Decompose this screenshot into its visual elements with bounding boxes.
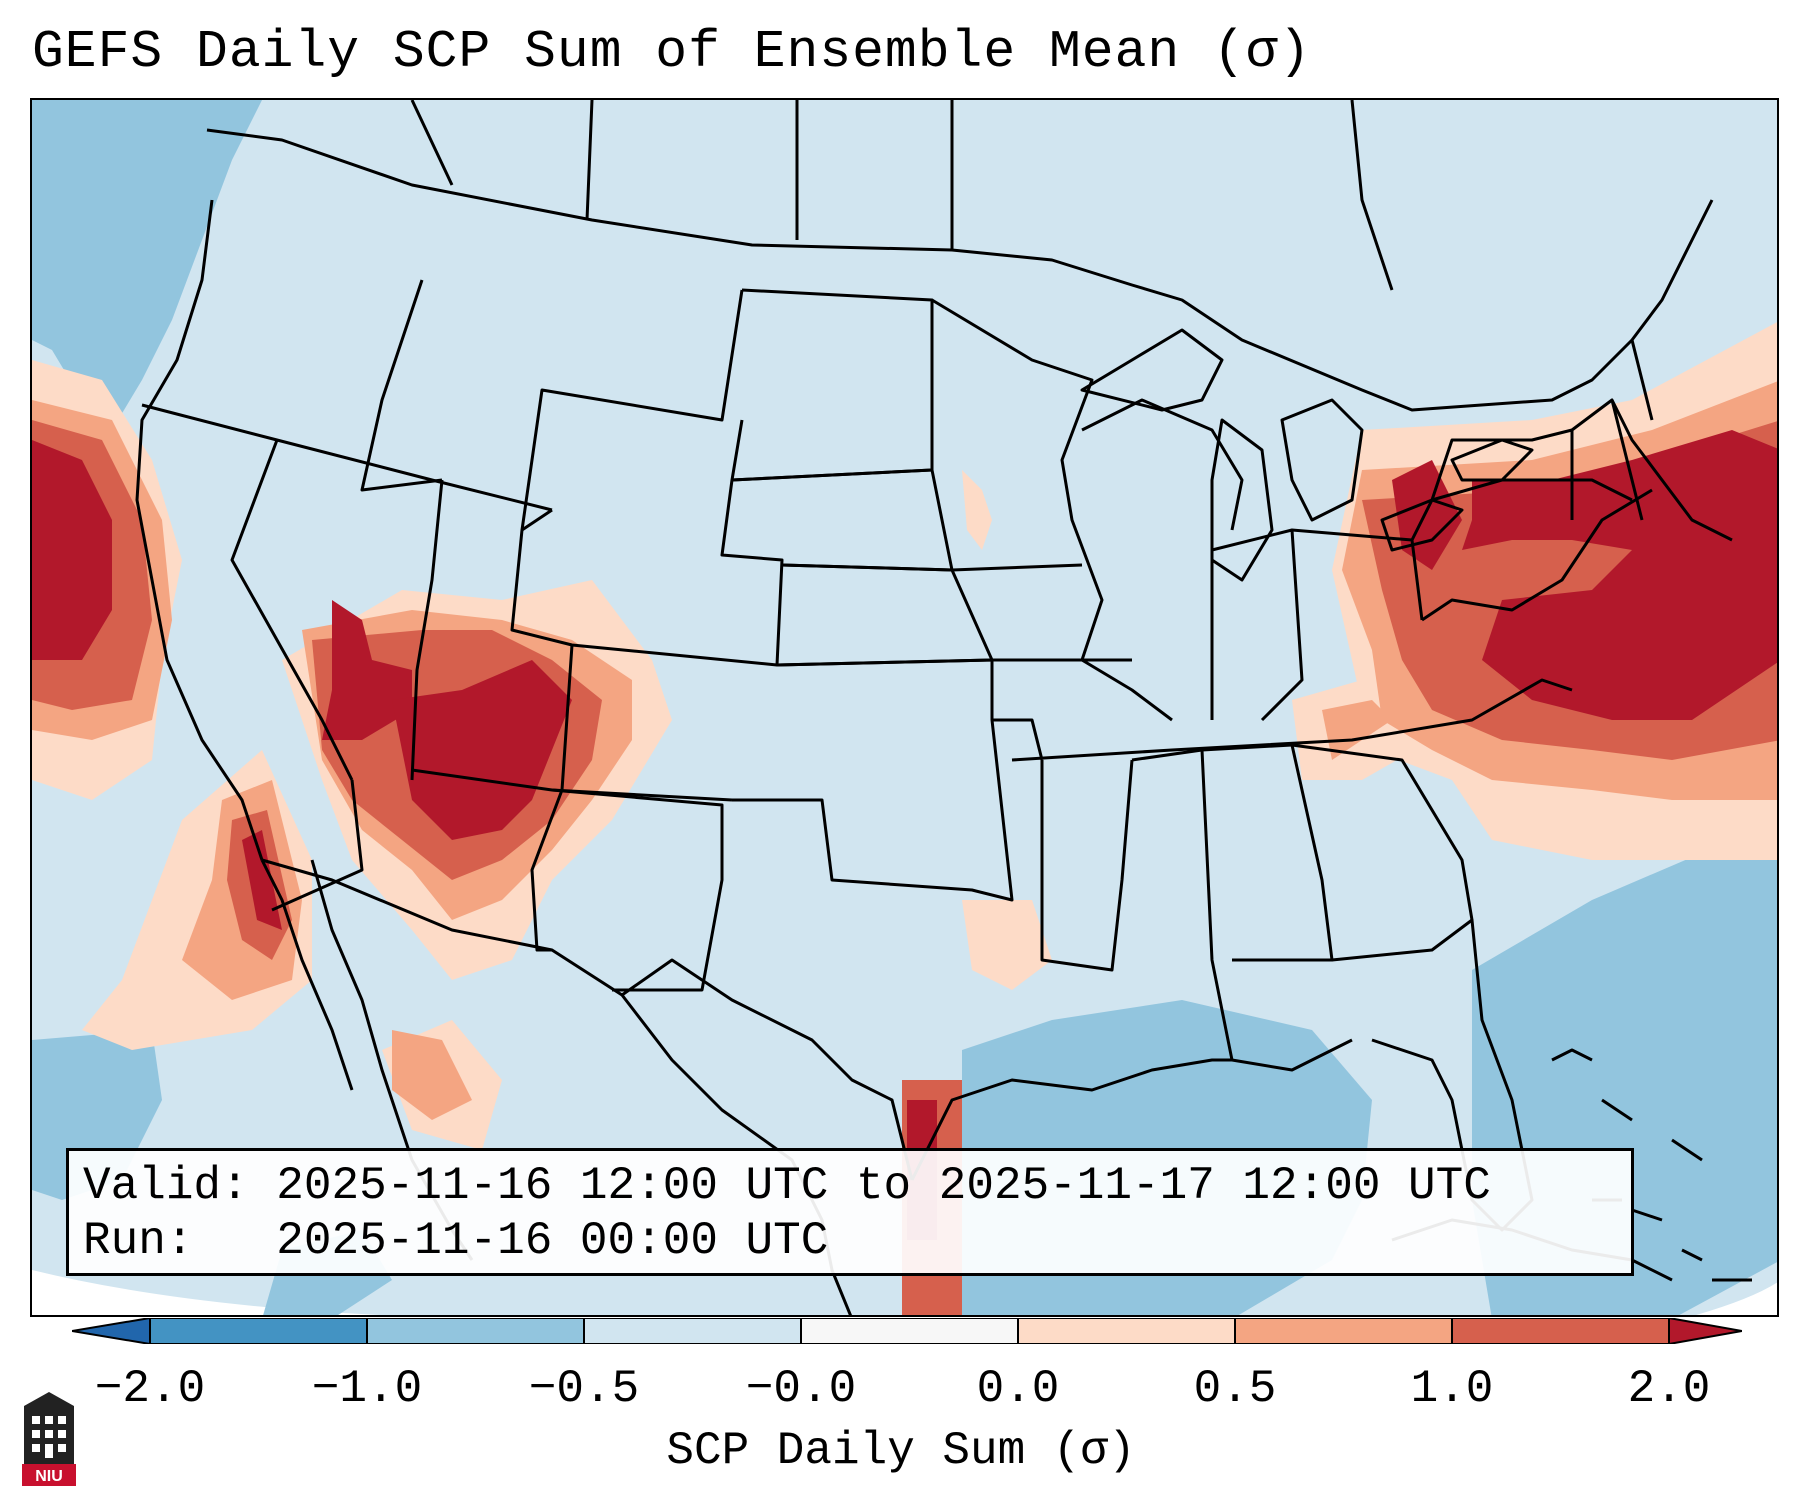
- run-label: Run:: [83, 1215, 194, 1267]
- colorbar-bin-0-0: [801, 1318, 1018, 1344]
- colorbar-bin-m2-m1: [150, 1318, 367, 1344]
- colorbar-bin-0-05: [1018, 1318, 1235, 1344]
- chart-title: GEFS Daily SCP Sum of Ensemble Mean (σ): [32, 22, 1312, 82]
- validity-info-box: Valid: 2025-11-16 12:00 UTC to 2025-11-1…: [66, 1148, 1634, 1276]
- colorbar-tick: −2.0: [94, 1363, 206, 1415]
- colorbar-tick: −1.0: [311, 1363, 423, 1415]
- colorbar-extend-high: [1669, 1318, 1742, 1344]
- colorbar-extend-low: [72, 1318, 150, 1344]
- colorbar-bin-m1-m05: [367, 1318, 584, 1344]
- field-positive-extreme: [32, 430, 1777, 1240]
- colorbar-bin-m05-0: [584, 1318, 801, 1344]
- colorbar-tick: 2.0: [1627, 1363, 1711, 1415]
- political-borders: [135, 100, 1752, 1315]
- valid-value: 2025-11-16 12:00 UTC to 2025-11-17 12:00…: [276, 1160, 1491, 1212]
- colorbar-bin-05-1: [1235, 1318, 1452, 1344]
- colorbar-label: SCP Daily Sum (σ): [666, 1425, 1136, 1477]
- colorbar-tick: 0.0: [976, 1363, 1060, 1415]
- run-value: 2025-11-16 00:00 UTC: [276, 1215, 829, 1267]
- map-panel: [30, 98, 1779, 1317]
- colorbar-tick: 1.0: [1410, 1363, 1494, 1415]
- university-tower-icon: NIU: [22, 1392, 76, 1486]
- colorbar-tick: 0.5: [1193, 1363, 1277, 1415]
- colorbar-tick: −0.0: [745, 1363, 857, 1415]
- valid-label: Valid:: [83, 1160, 249, 1212]
- colorbar: [72, 1318, 1742, 1344]
- colorbar-tick: −0.5: [528, 1363, 640, 1415]
- colorbar-bin-1-2: [1452, 1318, 1669, 1344]
- logo-text: NIU: [35, 1468, 63, 1485]
- scp-map: [32, 100, 1777, 1315]
